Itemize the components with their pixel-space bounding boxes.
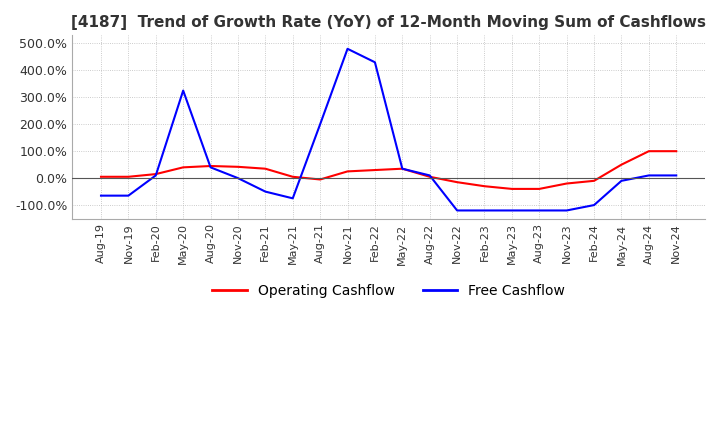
Free Cashflow xyxy=(398,166,407,171)
Operating Cashflow xyxy=(206,163,215,169)
Free Cashflow xyxy=(179,88,187,93)
Operating Cashflow xyxy=(453,180,462,185)
Operating Cashflow xyxy=(617,162,626,167)
Operating Cashflow xyxy=(233,164,242,169)
Operating Cashflow xyxy=(96,174,105,180)
Free Cashflow xyxy=(96,193,105,198)
Operating Cashflow xyxy=(316,177,325,182)
Free Cashflow xyxy=(672,173,680,178)
Free Cashflow xyxy=(453,208,462,213)
Free Cashflow xyxy=(590,202,598,208)
Free Cashflow xyxy=(206,165,215,170)
Free Cashflow xyxy=(261,189,270,194)
Free Cashflow xyxy=(371,60,379,65)
Operating Cashflow xyxy=(289,174,297,180)
Free Cashflow xyxy=(617,178,626,183)
Free Cashflow xyxy=(289,196,297,201)
Operating Cashflow xyxy=(480,183,489,189)
Operating Cashflow xyxy=(179,165,187,170)
Line: Operating Cashflow: Operating Cashflow xyxy=(101,151,676,189)
Free Cashflow xyxy=(480,208,489,213)
Free Cashflow xyxy=(644,173,653,178)
Free Cashflow xyxy=(562,208,571,213)
Operating Cashflow xyxy=(644,149,653,154)
Operating Cashflow xyxy=(590,178,598,183)
Operating Cashflow xyxy=(398,166,407,171)
Operating Cashflow xyxy=(261,166,270,171)
Operating Cashflow xyxy=(124,174,132,180)
Operating Cashflow xyxy=(535,186,544,191)
Free Cashflow xyxy=(151,173,160,178)
Line: Free Cashflow: Free Cashflow xyxy=(101,49,676,210)
Free Cashflow xyxy=(508,208,516,213)
Operating Cashflow xyxy=(426,174,434,180)
Title: [4187]  Trend of Growth Rate (YoY) of 12-Month Moving Sum of Cashflows: [4187] Trend of Growth Rate (YoY) of 12-… xyxy=(71,15,706,30)
Operating Cashflow xyxy=(343,169,352,174)
Free Cashflow xyxy=(343,46,352,51)
Free Cashflow xyxy=(124,193,132,198)
Operating Cashflow xyxy=(508,186,516,191)
Free Cashflow xyxy=(535,208,544,213)
Operating Cashflow xyxy=(371,167,379,172)
Free Cashflow xyxy=(426,173,434,178)
Operating Cashflow xyxy=(151,172,160,177)
Legend: Operating Cashflow, Free Cashflow: Operating Cashflow, Free Cashflow xyxy=(207,278,571,303)
Operating Cashflow xyxy=(562,181,571,186)
Operating Cashflow xyxy=(672,149,680,154)
Free Cashflow xyxy=(233,176,242,181)
Free Cashflow xyxy=(316,121,325,127)
